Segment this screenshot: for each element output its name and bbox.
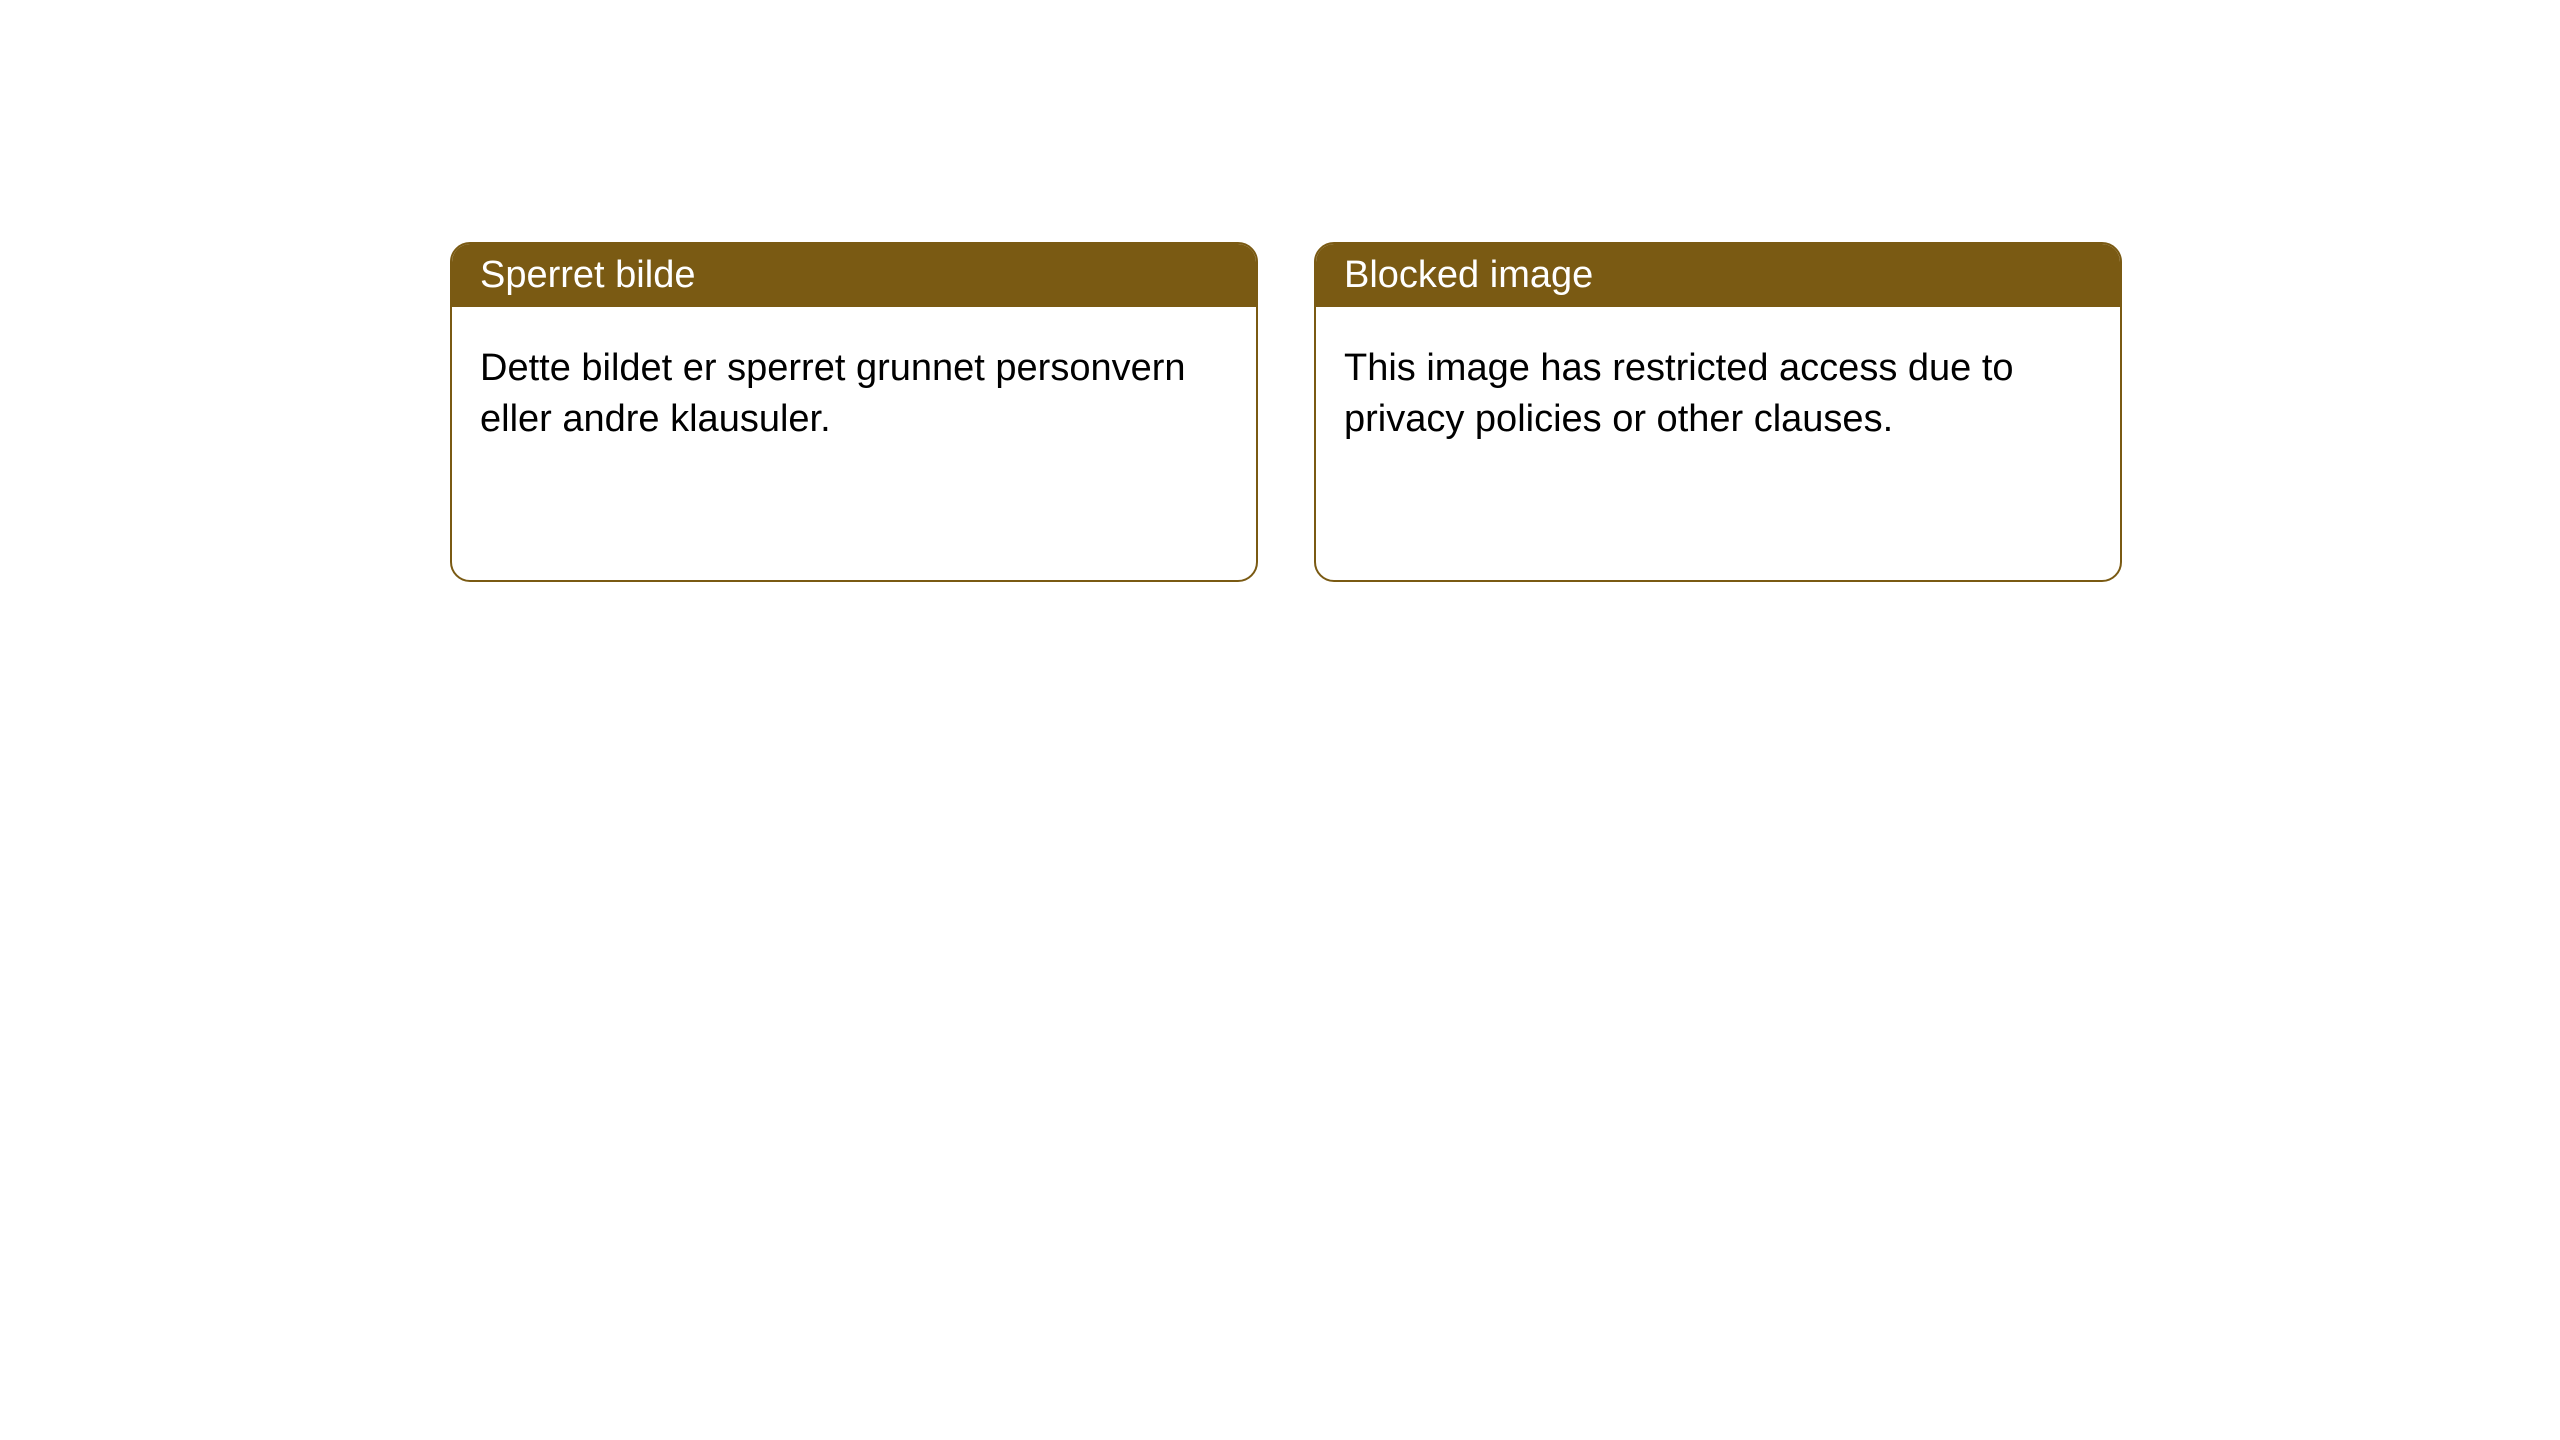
card-body-text: This image has restricted access due to …	[1344, 347, 2014, 440]
card-header: Blocked image	[1316, 244, 2120, 307]
card-title: Sperret bilde	[480, 254, 695, 296]
card-body: Dette bildet er sperret grunnet personve…	[452, 307, 1256, 482]
notice-card-english: Blocked image This image has restricted …	[1314, 242, 2122, 582]
card-body-text: Dette bildet er sperret grunnet personve…	[480, 347, 1186, 440]
notice-card-norwegian: Sperret bilde Dette bildet er sperret gr…	[450, 242, 1258, 582]
card-header: Sperret bilde	[452, 244, 1256, 307]
card-body: This image has restricted access due to …	[1316, 307, 2120, 482]
card-title: Blocked image	[1344, 254, 1593, 296]
notice-container: Sperret bilde Dette bildet er sperret gr…	[0, 0, 2560, 582]
